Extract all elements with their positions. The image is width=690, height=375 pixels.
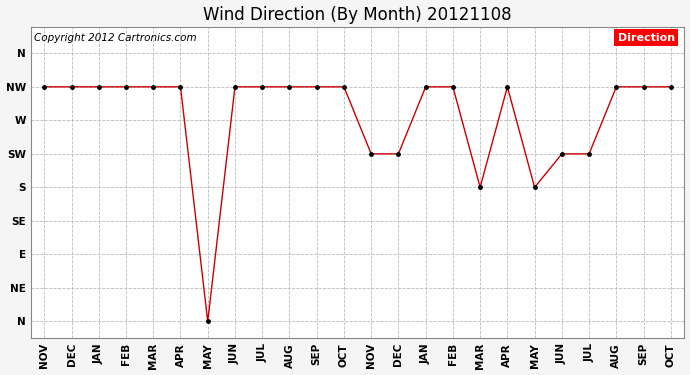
Title: Wind Direction (By Month) 20121108: Wind Direction (By Month) 20121108 xyxy=(204,6,512,24)
Text: Direction: Direction xyxy=(618,33,675,43)
Text: Copyright 2012 Cartronics.com: Copyright 2012 Cartronics.com xyxy=(34,33,197,43)
